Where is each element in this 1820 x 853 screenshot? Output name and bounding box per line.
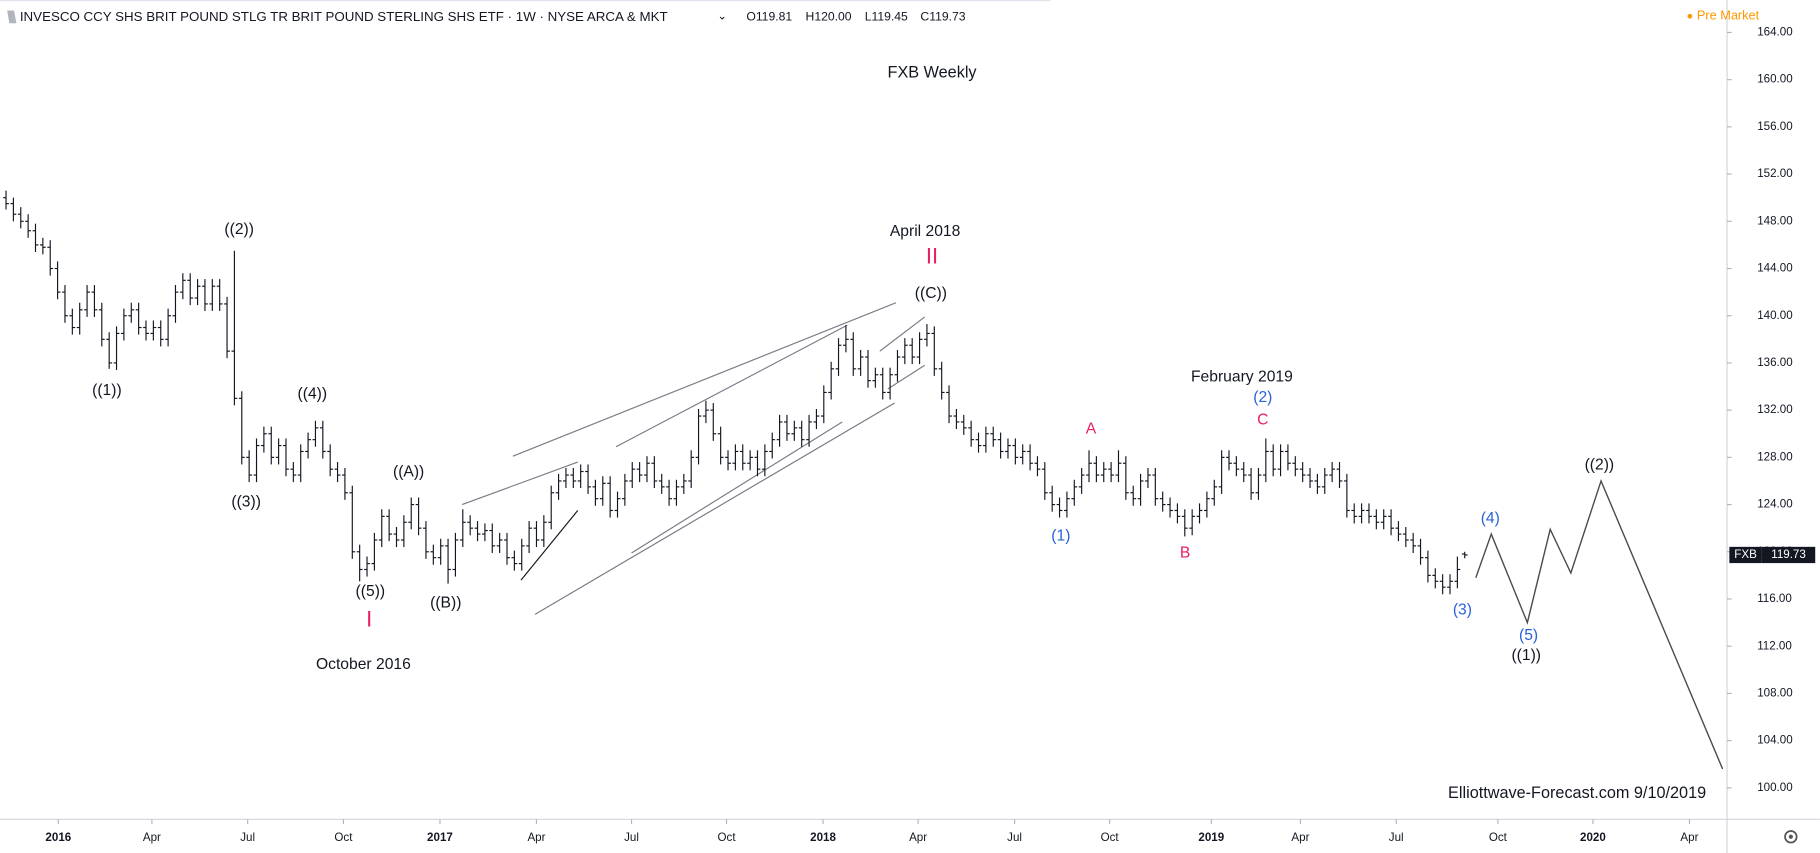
y-tick-label: 112.00	[1757, 639, 1792, 652]
wave-label: ((2))	[224, 221, 254, 238]
wave-label: (4)	[1481, 510, 1500, 527]
y-tick-label: 104.00	[1757, 734, 1792, 747]
trendline	[534, 402, 895, 615]
y-tick-label: 100.00	[1757, 781, 1792, 794]
y-tick-label: 160.00	[1757, 73, 1792, 86]
y-tick-label: 148.00	[1757, 214, 1792, 227]
wave-label: ((A))	[393, 463, 424, 480]
x-tick-label: Oct	[718, 831, 737, 844]
wave-label: ((5))	[356, 583, 386, 600]
wave-label: C	[1257, 411, 1268, 428]
wave-label: ((B))	[430, 595, 461, 612]
trendline	[631, 421, 843, 554]
symbol-header[interactable]: INVESCO CCY SHS BRIT POUND STLG TR BRIT …	[20, 9, 668, 24]
settings-icon[interactable]	[1784, 830, 1798, 844]
symbol-badge-label: FXB	[1734, 548, 1757, 561]
header-values: O119.81 H120.00 L119.45 C119.73	[746, 10, 965, 24]
y-tick-label: 136.00	[1757, 356, 1792, 369]
gear[interactable]	[1784, 830, 1798, 844]
session-label: Pre Market	[1697, 8, 1760, 23]
x-tick-label: Apr	[909, 831, 927, 844]
watermark: Elliottwave-Forecast.com 9/10/2019	[1448, 784, 1706, 802]
wave-label: February 2019	[1191, 368, 1293, 385]
wave-label: ((2))	[1585, 457, 1615, 474]
x-tick-label: 2018	[810, 831, 836, 844]
wave-label: B	[1180, 545, 1190, 562]
trendline	[520, 510, 579, 581]
wave-label: I	[366, 607, 372, 632]
wave-label: ((1))	[1511, 647, 1541, 664]
y-tick-label: 116.00	[1757, 592, 1792, 605]
symbol-icon	[7, 10, 17, 24]
y-tick-label: 124.00	[1757, 498, 1792, 511]
wave-label: April 2018	[890, 223, 961, 240]
x-tick-label: 2017	[427, 831, 453, 844]
y-tick-label: 140.00	[1757, 309, 1792, 322]
wave-label: (3)	[1453, 602, 1472, 619]
session-dot	[1687, 13, 1693, 19]
last-price-label: 119.73	[1771, 548, 1806, 561]
trendline	[512, 302, 897, 457]
wave-label: A	[1086, 421, 1097, 438]
y-tick-label: 144.00	[1757, 262, 1792, 275]
x-tick-label: 2020	[1580, 831, 1606, 844]
x-tick-label: Jul	[240, 831, 255, 844]
x-tick-label: Oct	[334, 831, 353, 844]
y-tick-label: 152.00	[1757, 167, 1792, 180]
x-tick-label: Jul	[1389, 831, 1404, 844]
trendline	[461, 461, 578, 506]
x-tick-label: Apr	[143, 831, 161, 844]
chart-title: FXB Weekly	[888, 63, 978, 81]
trendline	[887, 364, 926, 390]
wave-label: ((1))	[92, 382, 122, 399]
y-tick-label: 164.00	[1757, 26, 1792, 39]
y-tick-label: 128.00	[1757, 450, 1792, 463]
x-tick-label: Apr	[1291, 831, 1309, 844]
interval-caret[interactable]: ⌄	[717, 9, 727, 22]
wave-label: (5)	[1519, 627, 1538, 644]
header-value: O119.81	[746, 10, 792, 24]
x-tick-label: Jul	[624, 831, 639, 844]
projection-path	[1475, 478, 1724, 770]
x-tick-label: Oct	[1101, 831, 1120, 844]
last-price-badge	[1761, 546, 1816, 564]
x-tick-label: Apr	[1680, 831, 1698, 844]
wave-label: (2)	[1253, 389, 1272, 406]
y-tick-label: 156.00	[1757, 120, 1792, 133]
wave-label: October 2016	[316, 656, 411, 673]
trendline	[615, 324, 848, 448]
top-border	[0, 0, 1051, 2]
y-tick-label: 108.00	[1757, 686, 1792, 699]
wave-label: ((4))	[298, 386, 328, 403]
x-tick-label: 2016	[45, 831, 71, 844]
header-value: H120.00	[806, 10, 852, 24]
wave-label: ((3))	[231, 494, 261, 511]
wave-label: II	[926, 243, 938, 268]
header-value: C119.73	[920, 10, 965, 24]
x-tick-label: Jul	[1007, 831, 1022, 844]
x-tick-label: Oct	[1489, 831, 1508, 844]
wave-label: ((C))	[915, 285, 947, 302]
trendline	[879, 316, 926, 352]
x-tick-label: 2019	[1198, 831, 1224, 844]
x-tick-label: Apr	[527, 831, 545, 844]
wave-label: (1)	[1051, 527, 1070, 544]
y-tick-label: 132.00	[1757, 403, 1792, 416]
symbol-badge	[1729, 546, 1762, 564]
gear-hub[interactable]	[1788, 834, 1793, 839]
header-value: L119.45	[865, 10, 908, 24]
